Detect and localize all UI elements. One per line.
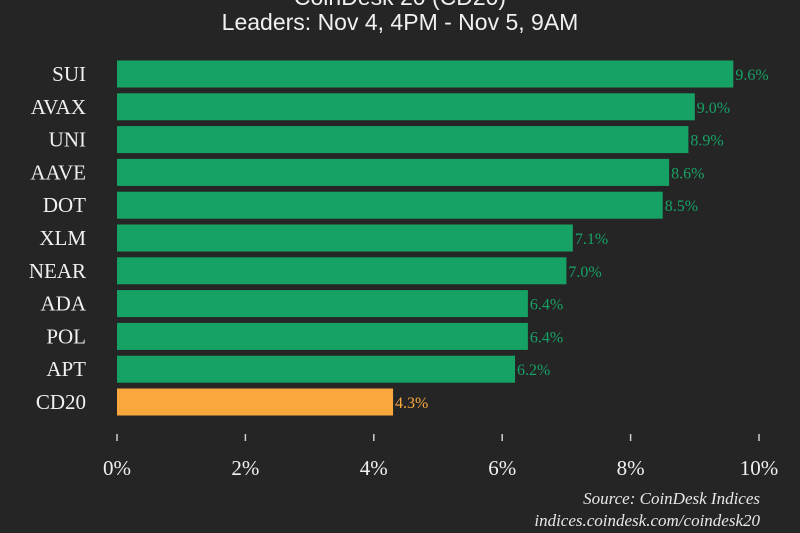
bar bbox=[117, 355, 516, 383]
category-label: AAVE bbox=[30, 160, 86, 184]
bar bbox=[117, 290, 528, 318]
data-label: 4.3% bbox=[395, 395, 428, 412]
x-tick-label: 0% bbox=[103, 456, 131, 480]
category-label: DOT bbox=[43, 193, 86, 217]
data-label: 8.9% bbox=[690, 133, 723, 150]
category-label: UNI bbox=[49, 128, 86, 152]
bar bbox=[117, 257, 567, 285]
data-label: 9.0% bbox=[697, 100, 730, 117]
data-label: 6.2% bbox=[517, 362, 550, 379]
chart-title: CoinDesk 20 (CD20) bbox=[0, 0, 800, 11]
bar bbox=[117, 158, 670, 186]
category-label: POL bbox=[46, 324, 86, 348]
data-label: 8.6% bbox=[671, 165, 704, 182]
source-label: Source: CoinDesk Indices bbox=[583, 489, 760, 508]
x-tick-label: 4% bbox=[360, 456, 388, 480]
category-label: APT bbox=[46, 357, 86, 381]
x-tick-label: 6% bbox=[488, 456, 516, 480]
bar bbox=[117, 224, 573, 252]
data-label: 7.0% bbox=[568, 264, 601, 281]
bar bbox=[117, 126, 689, 154]
x-tick-label: 8% bbox=[617, 456, 645, 480]
category-label: CD20 bbox=[36, 390, 86, 414]
x-tick-label: 10% bbox=[740, 456, 779, 480]
category-label: XLM bbox=[39, 226, 86, 250]
category-label: ADA bbox=[41, 292, 87, 316]
chart-subtitle: Leaders: Nov 4, 4PM - Nov 5, 9AM bbox=[221, 9, 579, 35]
data-label: 7.1% bbox=[575, 231, 608, 248]
category-label: NEAR bbox=[29, 259, 86, 283]
data-label: 6.4% bbox=[530, 297, 563, 314]
bar bbox=[117, 191, 663, 219]
bar bbox=[117, 322, 528, 350]
bar bbox=[117, 60, 734, 88]
x-tick-label: 2% bbox=[231, 456, 259, 480]
bar bbox=[117, 93, 695, 121]
source-url: indices.coindesk.com/coindesk20 bbox=[534, 511, 760, 530]
data-label: 6.4% bbox=[530, 329, 563, 346]
data-label: 8.5% bbox=[665, 198, 698, 215]
category-label: AVAX bbox=[31, 95, 86, 119]
data-label: 9.6% bbox=[735, 67, 768, 84]
bar bbox=[117, 388, 394, 416]
category-label: SUI bbox=[52, 62, 86, 86]
